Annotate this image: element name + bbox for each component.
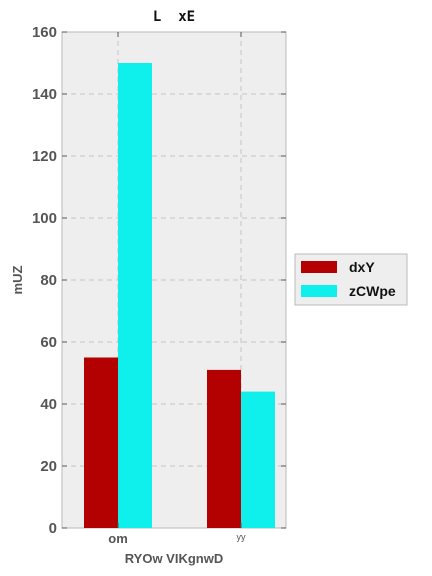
y-tick-label: 120 (32, 148, 57, 165)
y-tick-label: 0 (49, 520, 57, 537)
bar-dxy-yy (207, 369, 241, 528)
y-tick-label: 80 (40, 272, 57, 289)
bars (84, 63, 275, 528)
legend: dxY zCWpe (294, 253, 408, 306)
bar-zcwpe-om (118, 63, 152, 528)
y-tick-label: 20 (40, 458, 57, 475)
legend-label-dxy: dxY (349, 259, 375, 275)
chart-title: L xE (153, 9, 195, 25)
y-tick-label: 100 (32, 210, 57, 227)
x-axis-label: RYOw VIKgnwD (125, 551, 223, 566)
y-axis-ticks: 0 20 40 60 80 100 120 140 160 (32, 24, 286, 537)
y-tick-label: 140 (32, 86, 57, 103)
bar-dxy-om (84, 357, 118, 528)
y-tick-label: 60 (40, 334, 57, 351)
y-axis-label: mUZ (10, 265, 25, 294)
y-tick-label: 160 (32, 24, 57, 41)
legend-swatch-zcwpe (301, 285, 337, 297)
x-axis-ticks: om yy (108, 32, 246, 546)
bar-zcwpe-yy (241, 391, 275, 528)
x-tick-label-yy: yy (237, 532, 247, 542)
y-tick-label: 40 (40, 396, 57, 413)
x-tick-label-om: om (108, 531, 128, 546)
legend-label-zcwpe: zCWpe (349, 283, 396, 299)
legend-swatch-dxy (301, 261, 337, 273)
